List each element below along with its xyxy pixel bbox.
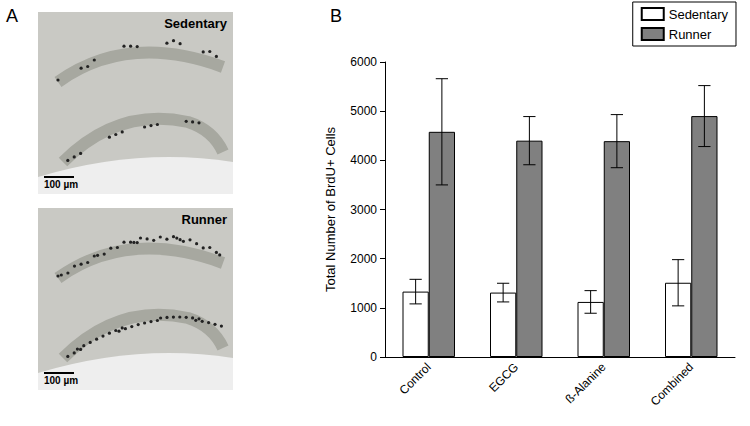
- html-text:Runner: Runner: [181, 212, 227, 227]
- svg-text:3000: 3000: [350, 203, 377, 217]
- svg-text:EGCG: EGCG: [486, 360, 521, 395]
- svg-text:Combined: Combined: [648, 360, 697, 409]
- svg-text:5000: 5000: [350, 104, 377, 118]
- svg-text:4000: 4000: [350, 153, 377, 167]
- svg-text:6000: 6000: [350, 55, 377, 69]
- svg-text:Total Number of BrdU+ Cells: Total Number of BrdU+ Cells: [323, 126, 338, 292]
- html-text:A: A: [6, 6, 18, 26]
- svg-text:ß-Alanine: ß-Alanine: [563, 360, 609, 406]
- svg-text:1000: 1000: [350, 301, 377, 315]
- html-text:B: B: [330, 6, 342, 26]
- svg-text:Sedentary: Sedentary: [669, 7, 729, 22]
- html-text:100 µm: 100 µm: [44, 375, 79, 386]
- html-text:Sedentary: Sedentary: [164, 16, 227, 31]
- svg-text:2000: 2000: [350, 252, 377, 266]
- html-text:100 µm: 100 µm: [44, 179, 79, 190]
- svg-text:Control: Control: [396, 360, 433, 397]
- svg-text:Runner: Runner: [669, 27, 712, 42]
- svg-text:0: 0: [370, 350, 377, 364]
